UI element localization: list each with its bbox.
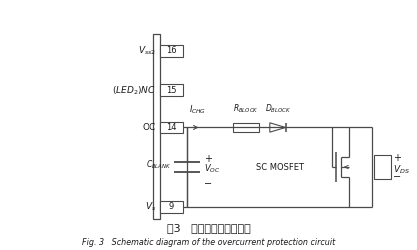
Text: 16: 16 [166,46,177,55]
Text: Fig. 3   Schematic diagram of the overcurrent protection circuit: Fig. 3 Schematic diagram of the overcurr… [82,238,335,247]
Text: $V_{DS}$: $V_{DS}$ [393,163,409,176]
Text: $V_s$: $V_s$ [145,200,156,213]
Text: $R_{BLOCK}$: $R_{BLOCK}$ [233,102,259,115]
Polygon shape [270,123,286,132]
Text: 图3   过流保护电路原理图: 图3 过流保护电路原理图 [167,222,250,232]
Text: 14: 14 [166,123,177,132]
Text: $D_{BLOCK}$: $D_{BLOCK}$ [264,103,291,115]
Text: $V_{ss2}$: $V_{ss2}$ [138,44,156,57]
Text: $(LED_2)NC$: $(LED_2)NC$ [112,84,156,97]
Bar [160,122,183,134]
Text: SC MOSFET: SC MOSFET [256,162,304,172]
Bar [160,201,183,212]
Text: 9: 9 [169,202,174,211]
Text: +: + [204,154,212,164]
Text: +: + [393,153,401,164]
Text: $I_{CHG}$: $I_{CHG}$ [189,103,206,116]
Text: 15: 15 [166,86,177,95]
Text: OC: OC [143,123,156,132]
Bar [233,122,259,132]
Bar [374,155,391,180]
Bar [153,34,160,219]
Text: −: − [393,172,401,182]
Text: −: − [204,179,213,189]
Text: $V_{OC}$: $V_{OC}$ [204,162,221,175]
Text: $C_{BLANK}$: $C_{BLANK}$ [146,158,172,171]
Bar [160,84,183,96]
Bar [160,45,183,57]
